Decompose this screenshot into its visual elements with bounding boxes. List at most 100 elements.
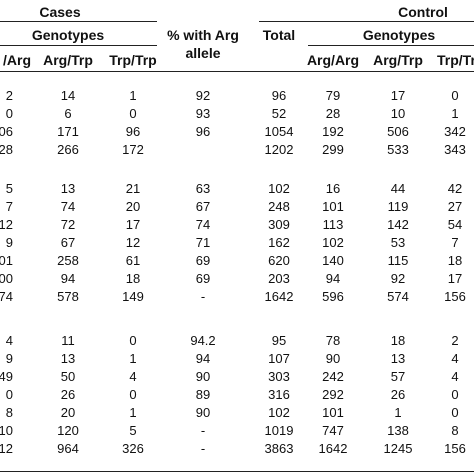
cell-arg-trp-control: 533 (387, 142, 409, 157)
cell-arg-arg-control: 292 (322, 387, 344, 402)
col-header-arg-arg-cases: /Arg (3, 52, 31, 68)
cell-trp-trp-control: 2 (451, 333, 459, 348)
cell-arg-trp-control: 10 (390, 106, 406, 121)
cases-genotypes-header: Genotypes (31, 27, 105, 43)
control-genotypes-header: Genotypes (362, 27, 436, 43)
pct-header-line2: allele (185, 45, 221, 61)
cell-arg-arg-cases: 9 (5, 351, 13, 366)
cell-arg-trp-control: 138 (387, 423, 409, 438)
cell-total: 1202 (264, 142, 294, 157)
cell-trp-trp-control: 42 (447, 181, 463, 196)
cell-arg-arg-control: 299 (322, 142, 344, 157)
table-bottom-rule (0, 471, 474, 472)
cell-pct-arg: 67 (195, 199, 211, 214)
cell-arg-arg-cases: 49 (0, 369, 13, 384)
cell-trp-trp-cases: 17 (125, 217, 141, 232)
cell-arg-trp-control: 53 (390, 235, 406, 250)
cell-trp-trp-control: 7 (451, 235, 459, 250)
cell-trp-trp-cases: 61 (125, 253, 141, 268)
cell-trp-trp-cases: 172 (122, 142, 144, 157)
cell-arg-trp-control: 115 (387, 253, 409, 268)
cell-arg-trp-control: 44 (390, 181, 406, 196)
cell-arg-arg-cases: 10 (0, 423, 13, 438)
cell-arg-arg-control: 596 (322, 289, 344, 304)
cell-arg-arg-control: 747 (322, 423, 344, 438)
cell-arg-arg-cases: 0 (5, 387, 13, 402)
cell-pct-arg: 93 (195, 106, 211, 121)
cell-trp-trp-control: 17 (447, 271, 463, 286)
control-genotypes-rule (308, 45, 474, 46)
cell-arg-trp-cases: 120 (57, 423, 79, 438)
cell-trp-trp-cases: 0 (129, 106, 137, 121)
cell-total: 1019 (264, 423, 294, 438)
cell-total: 52 (271, 106, 287, 121)
cell-pct-arg: 90 (195, 405, 211, 420)
cell-arg-arg-control: 94 (325, 271, 341, 286)
cell-arg-trp-control: 26 (390, 387, 406, 402)
control-header: Control (398, 4, 448, 20)
cell-trp-trp-control: 18 (447, 253, 463, 268)
cell-trp-trp-control: 4 (451, 369, 459, 384)
cell-arg-arg-cases: 12 (0, 441, 13, 456)
cell-trp-trp-control: 343 (444, 142, 466, 157)
cell-arg-trp-control: 142 (387, 217, 409, 232)
cell-trp-trp-cases: 20 (125, 199, 141, 214)
cell-trp-trp-control: 156 (444, 441, 466, 456)
cell-trp-trp-control: 156 (444, 289, 466, 304)
cell-trp-trp-control: 54 (447, 217, 463, 232)
cell-arg-trp-control: 17 (390, 88, 406, 103)
cell-arg-arg-cases: 28 (0, 142, 13, 157)
cell-pct-arg: 63 (195, 181, 211, 196)
cell-trp-trp-control: 4 (451, 351, 459, 366)
cell-arg-arg-control: 101 (322, 199, 344, 214)
cell-pct-arg: 94.2 (190, 333, 216, 348)
cell-pct-arg: 74 (195, 217, 211, 232)
col-header-arg-arg-control: Arg/Arg (306, 52, 360, 68)
cell-trp-trp-control: 0 (451, 387, 459, 402)
cell-arg-trp-control: 1 (394, 405, 402, 420)
cell-trp-trp-cases: 0 (129, 333, 137, 348)
cell-arg-arg-control: 1642 (318, 441, 348, 456)
cell-total: 102 (268, 181, 290, 196)
header-bottom-rule (0, 71, 474, 72)
cell-pct-arg: 71 (195, 235, 211, 250)
cell-trp-trp-cases: 21 (125, 181, 141, 196)
cell-trp-trp-cases: 5 (129, 423, 137, 438)
cell-arg-arg-cases: 9 (5, 235, 13, 250)
cell-arg-arg-cases: 0 (5, 106, 13, 121)
cell-arg-arg-control: 78 (325, 333, 341, 348)
cell-arg-arg-control: 28 (325, 106, 341, 121)
cell-total: 1054 (264, 124, 294, 139)
cell-arg-trp-control: 574 (387, 289, 409, 304)
cell-trp-trp-cases: 12 (125, 235, 141, 250)
cell-pct-arg: 69 (195, 253, 211, 268)
cell-arg-arg-control: 102 (322, 235, 344, 250)
cell-total: 102 (268, 405, 290, 420)
total-header: Total (262, 27, 296, 43)
cell-arg-arg-cases: 06 (0, 124, 13, 139)
cell-arg-arg-control: 90 (325, 351, 341, 366)
cell-trp-trp-cases: 96 (125, 124, 141, 139)
cases-header: Cases (39, 4, 81, 20)
cell-trp-trp-cases: 1 (129, 351, 137, 366)
cell-pct-arg: - (200, 289, 206, 304)
cell-arg-trp-cases: 67 (60, 235, 76, 250)
cell-pct-arg: 92 (195, 88, 211, 103)
pct-header-line1: % with Arg (167, 27, 239, 43)
cell-trp-trp-control: 1 (451, 106, 459, 121)
cell-total: 316 (268, 387, 290, 402)
cell-arg-arg-cases: 7 (5, 199, 13, 214)
control-rule (259, 21, 474, 22)
cell-arg-arg-control: 140 (322, 253, 344, 268)
cases-genotypes-rule (0, 45, 157, 46)
cell-arg-trp-cases: 14 (60, 88, 76, 103)
cell-arg-trp-cases: 74 (60, 199, 76, 214)
cell-total: 203 (268, 271, 290, 286)
cell-arg-trp-cases: 171 (57, 124, 79, 139)
cell-arg-trp-cases: 13 (60, 181, 76, 196)
cell-arg-arg-cases: 4 (5, 333, 13, 348)
cell-trp-trp-control: 27 (447, 199, 463, 214)
cell-pct-arg: 89 (195, 387, 211, 402)
cell-total: 303 (268, 369, 290, 384)
